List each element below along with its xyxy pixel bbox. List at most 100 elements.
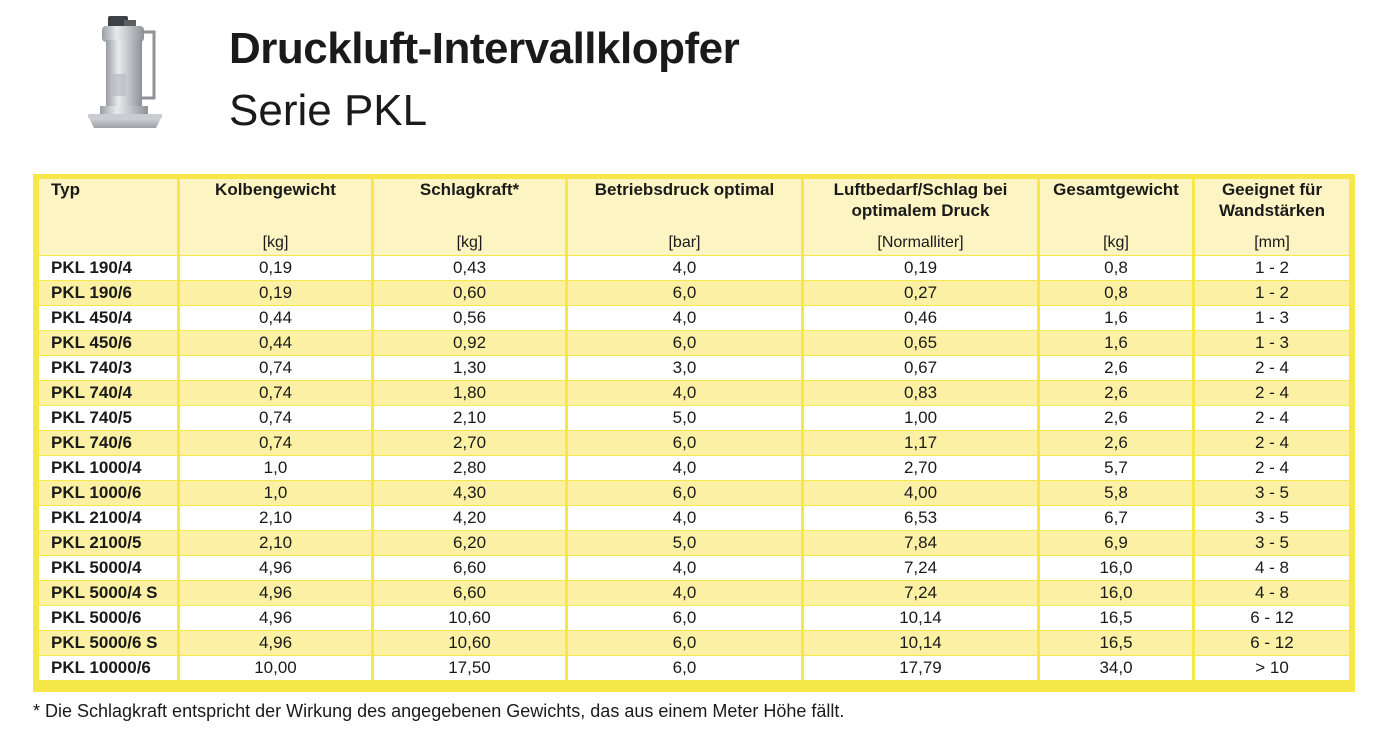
type-cell: PKL 5000/4 S bbox=[39, 580, 177, 605]
table-cell: 6,0 bbox=[565, 330, 801, 355]
table-cell: 17,79 bbox=[801, 655, 1037, 680]
table-cell: 1 - 3 bbox=[1192, 305, 1349, 330]
table-cell: 0,65 bbox=[801, 330, 1037, 355]
table-cell: 4,0 bbox=[565, 380, 801, 405]
table-cell: 6,0 bbox=[565, 655, 801, 680]
table-cell: 2,10 bbox=[177, 530, 371, 555]
table-cell: 0,19 bbox=[177, 255, 371, 280]
table-row: PKL 5000/4 S 4,96 6,60 4,0 7,24 16,0 4 - 8 bbox=[39, 580, 1349, 605]
table-row: PKL 740/4 0,74 1,80 4,0 0,83 2,6 2 - 4 bbox=[39, 380, 1349, 405]
table-cell: 0,44 bbox=[177, 305, 371, 330]
column-header: Kolbengewicht bbox=[177, 179, 371, 231]
type-cell: PKL 740/3 bbox=[39, 355, 177, 380]
table-cell: 2,6 bbox=[1037, 380, 1192, 405]
type-cell: PKL 5000/4 bbox=[39, 555, 177, 580]
table-cell: 4,0 bbox=[565, 455, 801, 480]
table-cell: 4,0 bbox=[565, 255, 801, 280]
table-cell: 0,74 bbox=[177, 355, 371, 380]
table-cell: 6,7 bbox=[1037, 505, 1192, 530]
table-cell: 4 - 8 bbox=[1192, 555, 1349, 580]
table-cell: 1,80 bbox=[371, 380, 565, 405]
table-cell: 4,96 bbox=[177, 605, 371, 630]
unit-label: [kg] bbox=[371, 231, 565, 255]
table-row: PKL 2100/5 2,10 6,20 5,0 7,84 6,9 3 - 5 bbox=[39, 530, 1349, 555]
table-cell: 0,92 bbox=[371, 330, 565, 355]
table-cell: 34,0 bbox=[1037, 655, 1192, 680]
type-cell: PKL 190/4 bbox=[39, 255, 177, 280]
column-header: Luftbedarf/Schlag bei optimalem Druck bbox=[801, 179, 1037, 231]
table-cell: 2,10 bbox=[177, 505, 371, 530]
table-row: PKL 2100/4 2,10 4,20 4,0 6,53 6,7 3 - 5 bbox=[39, 505, 1349, 530]
table-cell: 2,6 bbox=[1037, 405, 1192, 430]
table-cell: 0,43 bbox=[371, 255, 565, 280]
table-cell: 0,74 bbox=[177, 380, 371, 405]
column-header: Schlagkraft* bbox=[371, 179, 565, 231]
type-cell: PKL 10000/6 bbox=[39, 655, 177, 680]
table-cell: 10,14 bbox=[801, 630, 1037, 655]
table-cell: 2,70 bbox=[371, 430, 565, 455]
type-cell: PKL 2100/5 bbox=[39, 530, 177, 555]
table-cell: 16,5 bbox=[1037, 605, 1192, 630]
type-cell: PKL 740/6 bbox=[39, 430, 177, 455]
table-cell: 0,67 bbox=[801, 355, 1037, 380]
table-cell: 4,20 bbox=[371, 505, 565, 530]
table-cell: 4,0 bbox=[565, 305, 801, 330]
table-row: PKL 190/6 0,19 0,60 6,0 0,27 0,8 1 - 2 bbox=[39, 280, 1349, 305]
table-cell: 6,0 bbox=[565, 480, 801, 505]
table-cell: 5,0 bbox=[565, 405, 801, 430]
product-image bbox=[88, 16, 162, 128]
table-cell: 4,0 bbox=[565, 505, 801, 530]
table-cell: 10,60 bbox=[371, 605, 565, 630]
table-cell: 10,00 bbox=[177, 655, 371, 680]
table-cell: 7,84 bbox=[801, 530, 1037, 555]
type-cell: PKL 450/4 bbox=[39, 305, 177, 330]
table-cell: 16,5 bbox=[1037, 630, 1192, 655]
table-row: PKL 740/5 0,74 2,10 5,0 1,00 2,6 2 - 4 bbox=[39, 405, 1349, 430]
table-cell: 2 - 4 bbox=[1192, 380, 1349, 405]
table-cell: 6,0 bbox=[565, 605, 801, 630]
table-cell: 0,19 bbox=[177, 280, 371, 305]
table-cell: > 10 bbox=[1192, 655, 1349, 680]
table-cell: 0,60 bbox=[371, 280, 565, 305]
unit-label: [kg] bbox=[177, 231, 371, 255]
type-cell: PKL 1000/4 bbox=[39, 455, 177, 480]
table-cell: 10,14 bbox=[801, 605, 1037, 630]
table-cell: 3 - 5 bbox=[1192, 505, 1349, 530]
unit-label: [bar] bbox=[565, 231, 801, 255]
table-cell: 0,46 bbox=[801, 305, 1037, 330]
table-cell: 2,80 bbox=[371, 455, 565, 480]
table-row: PKL 10000/6 10,00 17,50 6,0 17,79 34,0 > 10 bbox=[39, 655, 1349, 680]
table-cell: 0,74 bbox=[177, 405, 371, 430]
table-row: PKL 450/6 0,44 0,92 6,0 0,65 1,6 1 - 3 bbox=[39, 330, 1349, 355]
table-cell: 1,0 bbox=[177, 455, 371, 480]
table-cell: 5,8 bbox=[1037, 480, 1192, 505]
column-header: Geeignet für Wandstärken bbox=[1192, 179, 1349, 231]
table-cell: 0,83 bbox=[801, 380, 1037, 405]
table-cell: 3 - 5 bbox=[1192, 530, 1349, 555]
page-title: Druckluft-Intervallklopfer bbox=[229, 24, 740, 73]
table-cell: 0,8 bbox=[1037, 255, 1192, 280]
column-header: Gesamtgewicht bbox=[1037, 179, 1192, 231]
table-cell: 0,74 bbox=[177, 430, 371, 455]
footnote: * Die Schlagkraft entspricht der Wirkung… bbox=[33, 701, 845, 721]
unit-label: [mm] bbox=[1192, 231, 1349, 255]
page-subtitle: Serie PKL bbox=[229, 86, 428, 135]
table-cell: 6,0 bbox=[565, 630, 801, 655]
table-cell: 4,30 bbox=[371, 480, 565, 505]
table-cell: 1 - 2 bbox=[1192, 255, 1349, 280]
table-cell: 0,56 bbox=[371, 305, 565, 330]
table-cell: 1,17 bbox=[801, 430, 1037, 455]
table-cell: 1 - 2 bbox=[1192, 280, 1349, 305]
table-cell: 1 - 3 bbox=[1192, 330, 1349, 355]
type-cell: PKL 190/6 bbox=[39, 280, 177, 305]
table-row: PKL 450/4 0,44 0,56 4,0 0,46 1,6 1 - 3 bbox=[39, 305, 1349, 330]
type-cell: PKL 740/5 bbox=[39, 405, 177, 430]
table-cell: 4,96 bbox=[177, 580, 371, 605]
table-header-row: Typ Kolbengewicht Schlagkraft* Betriebsd… bbox=[39, 179, 1349, 231]
table-cell: 2 - 4 bbox=[1192, 405, 1349, 430]
table-row: PKL 5000/6 4,96 10,60 6,0 10,14 16,5 6 - 12 bbox=[39, 605, 1349, 630]
table-row: PKL 740/6 0,74 2,70 6,0 1,17 2,6 2 - 4 bbox=[39, 430, 1349, 455]
table-cell: 6,0 bbox=[565, 280, 801, 305]
table-cell: 5,0 bbox=[565, 530, 801, 555]
type-cell: PKL 740/4 bbox=[39, 380, 177, 405]
